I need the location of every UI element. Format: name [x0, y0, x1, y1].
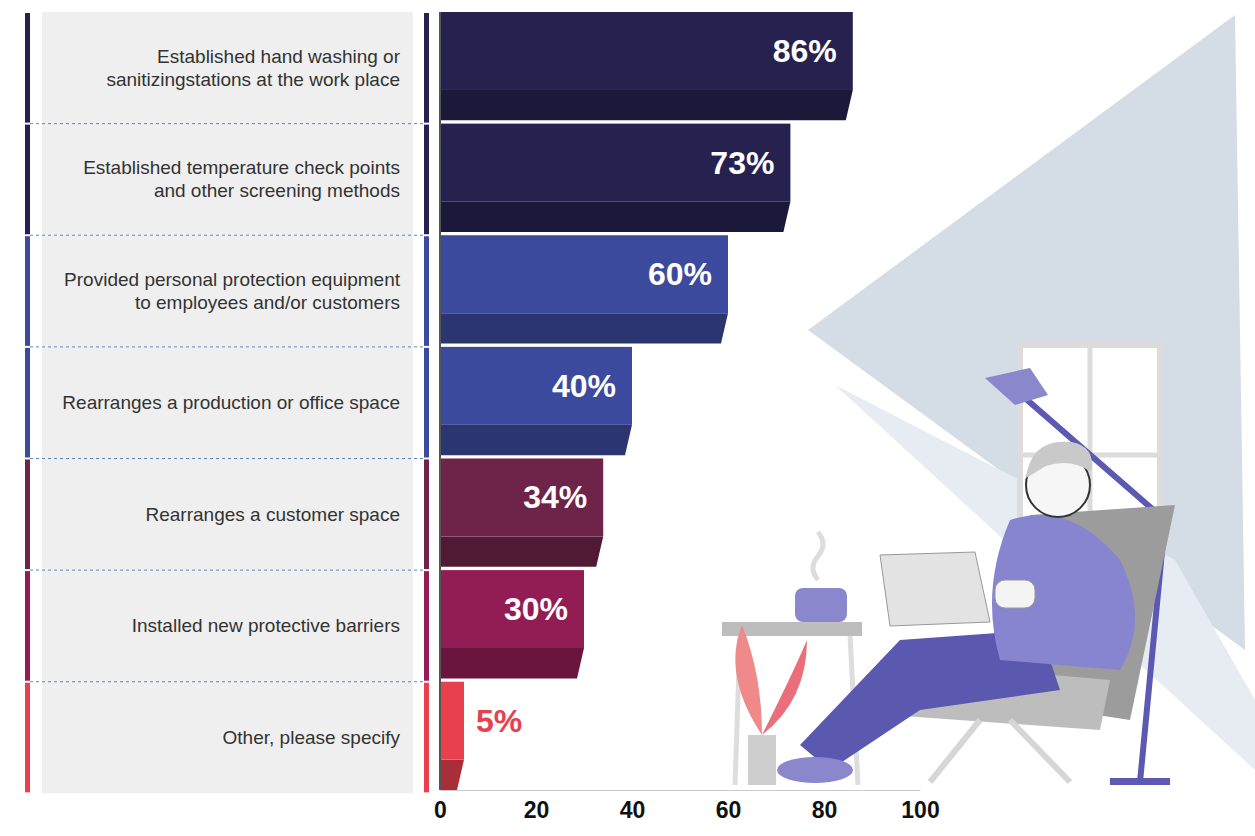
- bar-shade: [440, 90, 853, 120]
- data-label: 86%: [773, 33, 837, 69]
- hair: [1026, 442, 1092, 478]
- hand: [995, 580, 1035, 608]
- bar: [440, 124, 790, 202]
- row-divider: [30, 235, 424, 236]
- category-label-line: Rearranges a customer space: [145, 504, 400, 525]
- bar-shade: [440, 202, 790, 232]
- category-label: Provided personal protection equipmentto…: [64, 269, 401, 313]
- category-label-line: Provided personal protection equipment: [64, 269, 401, 290]
- data-label: 30%: [504, 591, 568, 627]
- hoodie: [992, 515, 1135, 670]
- x-axis: 0 20 40 60 80 100: [434, 790, 940, 823]
- label-stripe: [25, 125, 30, 235]
- data-label: 34%: [523, 479, 587, 515]
- data-label: 5%: [476, 703, 522, 739]
- row-divider: [30, 346, 424, 347]
- category-label-line: sanitizingstations at the work place: [106, 69, 400, 90]
- category-label: Established temperature check pointsand …: [83, 157, 400, 201]
- label-stripe: [25, 683, 30, 793]
- x-tick: 80: [812, 790, 838, 823]
- label-box: [42, 124, 413, 236]
- plant-leaf: [735, 625, 762, 735]
- bar: [440, 347, 632, 425]
- chair-leg: [1010, 720, 1070, 782]
- category-label-line: Rearranges a production or office space: [62, 392, 400, 413]
- label-box: [42, 458, 413, 570]
- x-tick: 60: [716, 790, 742, 823]
- data-label: 73%: [710, 145, 774, 181]
- chair-leg: [930, 720, 980, 782]
- x-tick: 40: [620, 790, 646, 823]
- label-box: [42, 347, 413, 459]
- label-stripe: [424, 459, 429, 569]
- label-panel: Established hand washing orsanitizingsta…: [25, 12, 429, 793]
- x-tick-label: 60: [716, 797, 742, 823]
- laptop: [880, 552, 990, 626]
- label-stripe: [424, 571, 429, 681]
- bar-shade: [440, 648, 584, 678]
- x-tick: 100: [901, 790, 939, 823]
- label-box: [42, 235, 413, 347]
- mug: [795, 588, 847, 622]
- bar-shade: [440, 313, 728, 343]
- label-stripe: [25, 236, 30, 346]
- bar: [440, 235, 728, 313]
- category-label-line: and other screening methods: [154, 180, 400, 201]
- x-tick-label: 0: [434, 797, 447, 823]
- x-tick-label: 40: [620, 797, 646, 823]
- label-stripe: [25, 571, 30, 681]
- illustration: [722, 15, 1255, 785]
- x-axis-line: [441, 790, 921, 791]
- lamp-base: [1110, 778, 1170, 785]
- bar: [440, 458, 603, 536]
- category-label-line: Established hand washing or: [157, 46, 401, 67]
- data-label: 40%: [552, 368, 616, 404]
- category-label-line: to employees and/or customers: [135, 292, 400, 313]
- label-stripe: [424, 13, 429, 123]
- steam: [813, 532, 823, 580]
- category-label-line: Installed new protective barriers: [132, 615, 400, 636]
- row-divider: [30, 123, 424, 124]
- label-stripe: [424, 683, 429, 793]
- bar: [440, 682, 464, 760]
- category-label: Installed new protective barriers: [132, 615, 400, 636]
- chart: Established hand washing orsanitizingsta…: [0, 0, 1255, 836]
- plant-pot: [748, 735, 776, 785]
- category-label: Rearranges a production or office space: [62, 392, 400, 413]
- x-tick-label: 80: [812, 797, 838, 823]
- label-stripe: [424, 348, 429, 458]
- x-tick-label: 100: [901, 797, 939, 823]
- bar: [440, 570, 584, 648]
- label-box: [42, 570, 413, 682]
- row-divider: [30, 681, 424, 682]
- category-label-line: Established temperature check points: [83, 157, 400, 178]
- shoe: [777, 757, 853, 783]
- label-box: [42, 12, 413, 124]
- bar-shade: [440, 760, 464, 790]
- label-stripe: [25, 348, 30, 458]
- data-labels: 86% 73% 60% 40% 34% 30% 5%: [476, 33, 837, 739]
- lamp-shade: [985, 368, 1048, 405]
- category-label-line: Other, please specify: [223, 727, 401, 748]
- label-box: [42, 682, 413, 794]
- bar: [440, 12, 853, 90]
- label-stripe: [424, 125, 429, 235]
- label-stripe: [25, 459, 30, 569]
- x-tick: 0: [434, 790, 447, 823]
- data-label: 60%: [648, 256, 712, 292]
- plant-leaf: [762, 640, 807, 735]
- label-stripe: [424, 236, 429, 346]
- x-tick: 20: [524, 790, 550, 823]
- row-divider: [30, 458, 424, 459]
- bars: [440, 12, 853, 790]
- bar-shade: [440, 425, 632, 455]
- category-label: Rearranges a customer space: [145, 504, 400, 525]
- row-divider: [30, 570, 424, 571]
- category-label: Established hand washing orsanitizingsta…: [106, 46, 400, 90]
- label-stripe: [25, 13, 30, 123]
- category-label: Other, please specify: [223, 727, 401, 748]
- y-axis-line: [439, 12, 441, 790]
- x-tick-label: 20: [524, 797, 550, 823]
- bar-shade: [440, 536, 603, 566]
